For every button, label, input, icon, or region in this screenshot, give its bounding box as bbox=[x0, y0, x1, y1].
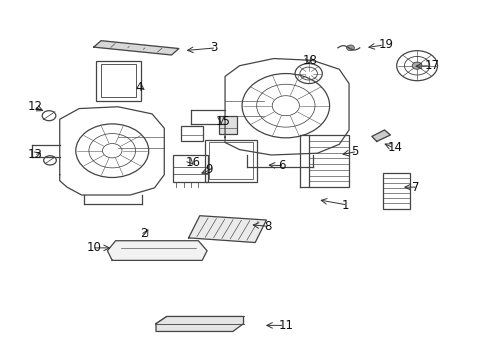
Text: 15: 15 bbox=[215, 114, 230, 127]
Bar bbox=[181, 126, 202, 141]
Text: 18: 18 bbox=[302, 54, 317, 67]
Text: 13: 13 bbox=[28, 148, 43, 162]
Text: 8: 8 bbox=[264, 220, 271, 233]
Polygon shape bbox=[107, 241, 206, 260]
Circle shape bbox=[411, 62, 421, 69]
Text: 6: 6 bbox=[278, 159, 285, 172]
Text: 17: 17 bbox=[424, 59, 439, 72]
Bar bbox=[101, 64, 136, 97]
Polygon shape bbox=[371, 130, 389, 141]
Text: 16: 16 bbox=[185, 156, 200, 168]
Text: 19: 19 bbox=[377, 39, 392, 51]
Polygon shape bbox=[156, 316, 243, 332]
Polygon shape bbox=[188, 216, 266, 243]
Text: 2: 2 bbox=[140, 227, 147, 240]
Text: 5: 5 bbox=[351, 145, 358, 158]
Text: 11: 11 bbox=[278, 319, 293, 332]
Text: 12: 12 bbox=[28, 100, 43, 113]
Bar bbox=[308, 135, 348, 187]
Text: 4: 4 bbox=[135, 81, 142, 94]
Text: 3: 3 bbox=[210, 41, 217, 54]
Text: 1: 1 bbox=[341, 198, 348, 212]
Text: 14: 14 bbox=[387, 141, 402, 154]
Bar bbox=[218, 116, 237, 134]
Text: 10: 10 bbox=[86, 241, 101, 255]
Bar bbox=[204, 140, 257, 182]
Bar bbox=[172, 155, 207, 182]
Polygon shape bbox=[94, 41, 179, 55]
Text: 7: 7 bbox=[411, 181, 419, 194]
Bar bbox=[96, 61, 141, 101]
Bar bbox=[382, 173, 409, 208]
Circle shape bbox=[346, 45, 354, 51]
Text: 9: 9 bbox=[205, 163, 213, 176]
Bar bbox=[208, 143, 253, 179]
